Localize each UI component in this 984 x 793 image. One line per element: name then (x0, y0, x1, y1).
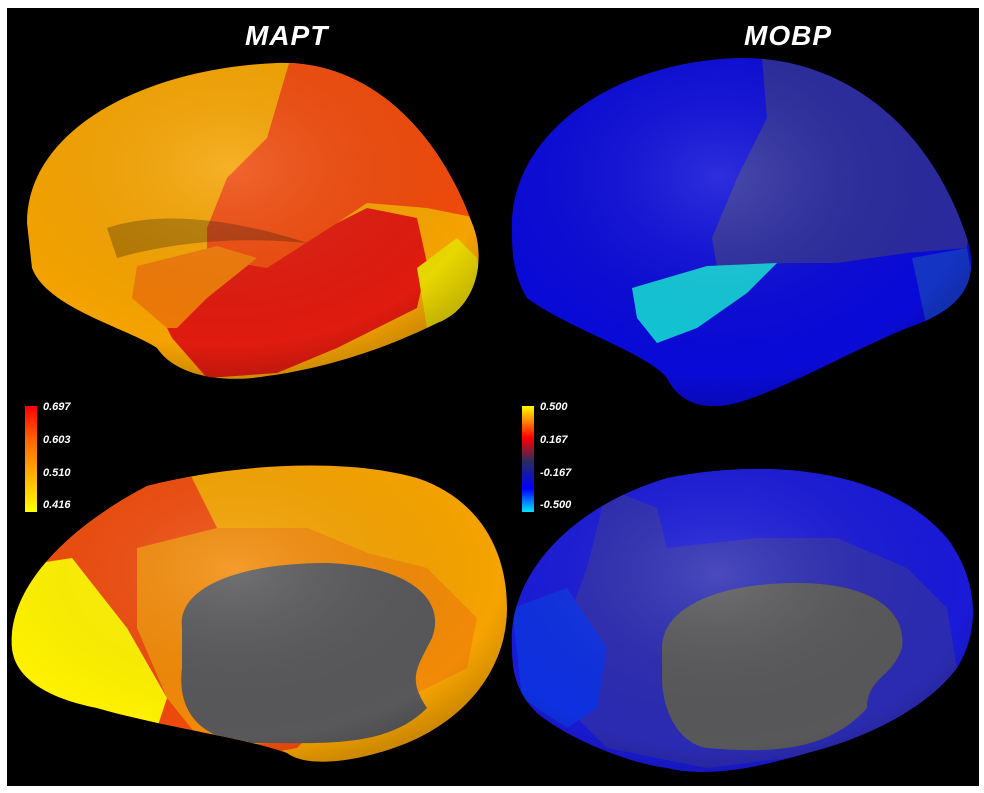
mapt-tick-2: 0.603 (43, 434, 71, 446)
mobp-lateral-surface (511, 57, 972, 407)
brain-surfaces (11, 57, 974, 773)
mobp-medial-surface (511, 468, 974, 773)
mapt-colorbar (25, 406, 37, 512)
mobp-tick-min: -0.500 (540, 499, 572, 511)
figure-frame: MAPT MOBP (7, 8, 979, 786)
mapt-tick-max: 0.697 (43, 401, 71, 413)
mobp-tick-max: 0.500 (540, 401, 568, 413)
panel-title-mapt: MAPT (245, 20, 329, 51)
mobp-tick-3: -0.167 (540, 467, 572, 479)
panel-title-mobp: MOBP (744, 20, 832, 51)
mobp-colorbar (522, 406, 534, 512)
mapt-tick-min: 0.416 (43, 499, 71, 511)
mapt-tick-3: 0.510 (43, 467, 71, 479)
mapt-lateral-surface (27, 62, 479, 379)
mobp-tick-2: 0.167 (540, 434, 568, 446)
mapt-medial-surface (11, 465, 508, 762)
